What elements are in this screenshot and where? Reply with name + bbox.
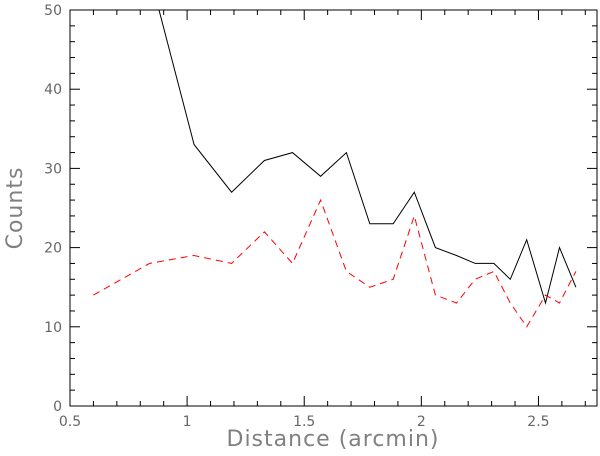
x-tick-label: 1.5 (293, 414, 315, 430)
plot-marks (93, 10, 577, 328)
axis-tick-labels: 0.5 1 1.5 2 2.5 0 10 20 30 40 50 (44, 3, 549, 430)
x-tick-label: 0.5 (59, 414, 81, 430)
series-line-2 (93, 198, 577, 328)
series-line-1 (158, 10, 577, 305)
y-tick-label: 30 (44, 161, 62, 177)
y-tick-label: 50 (44, 3, 62, 19)
x-tick-label: 2.5 (527, 414, 549, 430)
x-tick-label: 1 (183, 414, 192, 430)
y-tick-label: 40 (44, 82, 62, 98)
axis-ticks (69, 9, 597, 407)
x-axis-title: Distance (arcmin) (227, 427, 440, 452)
y-tick-label: 10 (44, 320, 62, 336)
plot-frame (69, 9, 598, 407)
x-tick-label: 2 (417, 414, 426, 430)
y-tick-label: 20 (44, 241, 62, 257)
y-axis-title: Counts (3, 167, 28, 250)
y-tick-label: 0 (53, 399, 62, 415)
